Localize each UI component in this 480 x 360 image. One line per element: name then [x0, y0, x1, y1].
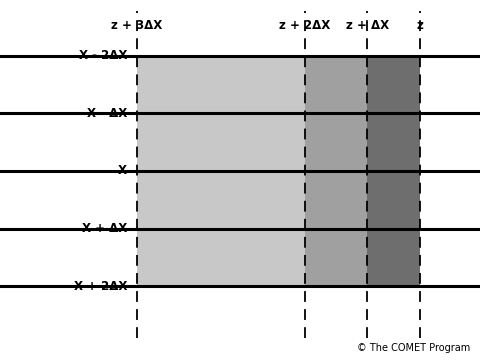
Text: z: z [417, 19, 423, 32]
Text: X - 2ΔX: X - 2ΔX [79, 49, 127, 62]
Text: X: X [118, 165, 127, 177]
Text: X - ΔX: X - ΔX [87, 107, 127, 120]
Bar [305, 56, 367, 286]
Bar [367, 56, 420, 286]
Bar [137, 56, 305, 286]
Text: z + 3ΔX: z + 3ΔX [111, 19, 162, 32]
Text: X + 2ΔX: X + 2ΔX [74, 280, 127, 293]
Text: © The COMET Program: © The COMET Program [357, 343, 470, 353]
Text: X + ΔX: X + ΔX [82, 222, 127, 235]
Text: z + 2ΔX: z + 2ΔX [279, 19, 330, 32]
Text: z + ΔX: z + ΔX [346, 19, 389, 32]
